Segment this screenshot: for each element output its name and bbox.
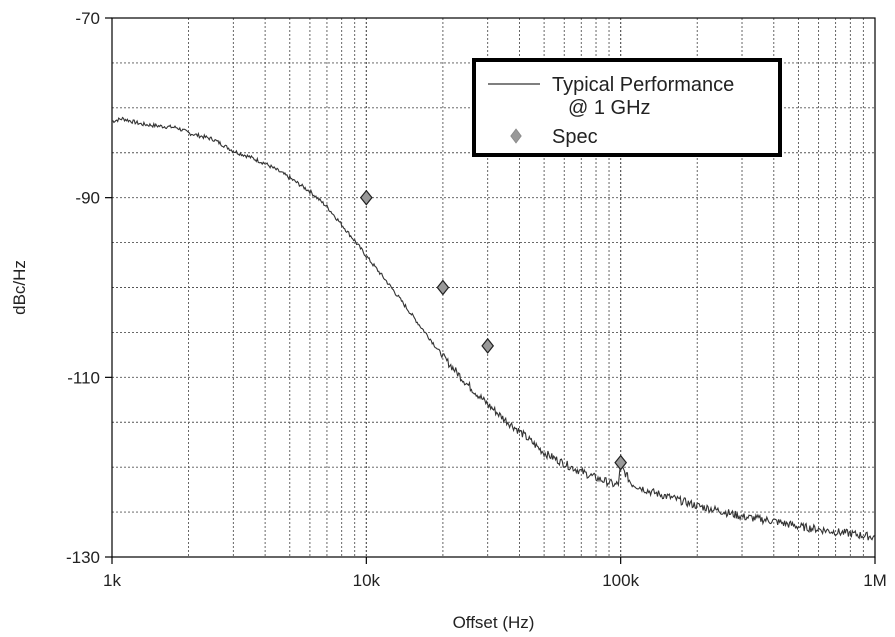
spec-point — [436, 279, 450, 296]
y-axis-title: dBc/Hz — [10, 260, 29, 315]
y-tick-label: -90 — [75, 189, 100, 208]
plot-frame — [111, 17, 876, 558]
x-tick-label: 100k — [602, 571, 639, 590]
spec-point — [614, 454, 628, 471]
tick-labels: 1k 10k 100k 1M -70 -90 -110 -130 — [66, 9, 887, 590]
spec-point — [359, 189, 373, 206]
x-axis-title: Offset (Hz) — [453, 613, 535, 632]
legend-box — [472, 58, 782, 157]
legend-label-spec: Spec — [552, 126, 598, 148]
legend-label-typical-performance: Typical Performance — [552, 74, 734, 96]
series — [111, 116, 876, 541]
axes — [105, 17, 876, 564]
legend-label-frequency: @ 1 GHz — [568, 97, 651, 119]
x-tick-label: 1k — [103, 571, 121, 590]
x-tick-label: 1M — [863, 571, 887, 590]
y-tick-label: -70 — [75, 9, 100, 28]
y-tick-label: -130 — [66, 548, 100, 567]
x-tick-label: 10k — [353, 571, 381, 590]
spec-point — [481, 337, 495, 354]
y-tick-label: -110 — [67, 368, 100, 387]
legend-marker-swatch — [510, 128, 522, 144]
series-line-typical-performance — [111, 116, 876, 541]
legend: Typical Performance@ 1 GHz Spec — [472, 58, 782, 157]
